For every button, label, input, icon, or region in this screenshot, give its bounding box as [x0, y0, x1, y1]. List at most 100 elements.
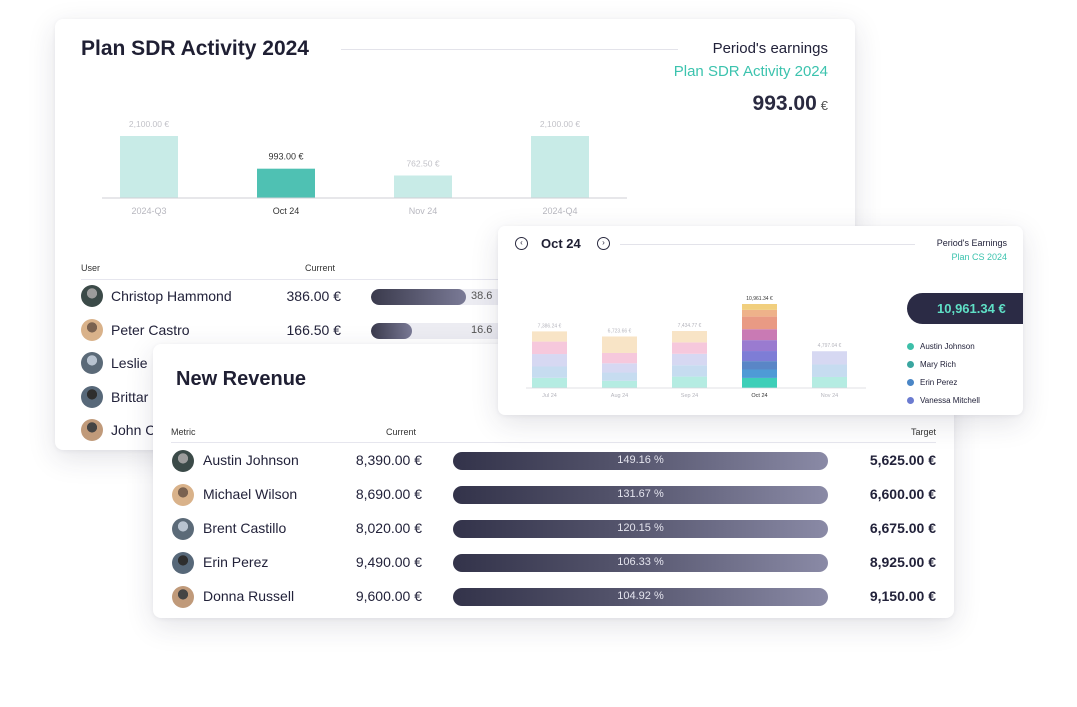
- legend-swatch: [907, 379, 914, 386]
- new-revenue-title: New Revenue: [176, 368, 307, 390]
- stacked-segment: [602, 363, 637, 373]
- attainment-percent: 149.16 %: [617, 454, 664, 466]
- plan-name-link[interactable]: Plan CS 2024: [951, 252, 1007, 262]
- progress-percent: 38.6: [471, 290, 493, 302]
- bar-total-label: 10,961.34 €: [746, 296, 773, 302]
- progress-percent: 16.6: [471, 323, 493, 336]
- attainment-percent: 104.92 %: [617, 590, 664, 602]
- stacked-segment: [812, 351, 847, 365]
- x-tick-label: Nov 24: [409, 206, 438, 216]
- period-amount: 993.00 €: [753, 92, 828, 116]
- attainment-progress-bar: 149.16 %: [453, 452, 828, 470]
- progress-fill: [371, 322, 412, 339]
- x-tick-label: Sep 24: [681, 393, 698, 399]
- revenue-row[interactable]: Austin Johnson 8,390.00 € 5,625.00 € 149.16…: [171, 449, 936, 475]
- user-name: Erin Perez: [203, 554, 269, 570]
- bar-value-label: 2,100.00 €: [129, 119, 169, 129]
- stacked-segment: [602, 380, 637, 388]
- current-value: 8,020.00 €: [355, 520, 422, 536]
- legend-item: Erin Perez: [907, 378, 957, 387]
- revenue-row[interactable]: Erin Perez 9,490.00 € 8,925.00 € 106.33 %: [171, 551, 936, 577]
- stacked-segment: [742, 304, 777, 310]
- x-tick-label: Oct 24: [751, 393, 767, 399]
- user-name: John C: [111, 422, 156, 438]
- user-name: Austin Johnson: [203, 452, 299, 468]
- user-name: Brittar: [111, 388, 149, 405]
- user-progress-bar: 38.6: [371, 289, 511, 305]
- legend-label: Mary Rich: [920, 360, 957, 369]
- bar-total-label: 6,723.66 €: [608, 328, 632, 334]
- stacked-segment: [742, 329, 777, 341]
- user-name: Peter Castro: [111, 321, 190, 338]
- target-value: 6,600.00 €: [869, 486, 936, 502]
- current-value: 9,600.00 €: [355, 588, 422, 604]
- attainment-progress-bar: 104.92 %: [453, 588, 828, 606]
- period-amount-value: 993.00: [752, 92, 817, 115]
- bar-total-label: 4,797.04 €: [818, 343, 842, 349]
- bar-value-label: 762.50 €: [406, 158, 439, 168]
- plan-name-link[interactable]: Plan SDR Activity 2024: [673, 63, 828, 80]
- progress-fill: [371, 289, 467, 305]
- legend-label: Vanessa Mitchell: [920, 396, 980, 405]
- stacked-segment: [742, 377, 777, 388]
- user-name: Michael Wilson: [203, 486, 298, 502]
- legend-label: Erin Perez: [920, 378, 958, 387]
- stacked-segment: [602, 336, 637, 353]
- target-value: 8,925.00 €: [869, 554, 936, 570]
- stacked-segment: [742, 316, 777, 330]
- bar-value-label: 993.00 €: [268, 152, 303, 162]
- stacked-segment: [532, 331, 567, 342]
- stacked-segment: [672, 331, 707, 343]
- cs-stacked-bar-chart: 7,386.24 € Jul 24 6,723.66 € Aug 24 7,434.77…: [526, 296, 866, 399]
- user-avatar: [172, 552, 194, 574]
- stacked-segment: [602, 352, 637, 364]
- table-header-divider: [81, 279, 721, 280]
- user-progress-bar: 16.6: [371, 322, 511, 339]
- current-value: 9,490.00 €: [355, 554, 422, 570]
- user-avatar: [81, 352, 103, 374]
- title-divider: [341, 49, 678, 50]
- attainment-percent: 106.33 %: [617, 556, 664, 568]
- user-avatar: [172, 484, 194, 506]
- revenue-row[interactable]: Donna Russell 9,600.00 € 9,150.00 € 104.92 …: [171, 585, 936, 611]
- user-avatar: [172, 450, 194, 472]
- chevron-left-circle-icon[interactable]: ‹: [515, 237, 528, 250]
- user-name: Christop Hammond: [111, 288, 232, 304]
- user-current-value: 166.50 €: [286, 321, 342, 338]
- user-avatar: [81, 285, 103, 307]
- current-value: 8,390.00 €: [355, 452, 422, 468]
- revenue-row[interactable]: Brent Castillo 8,020.00 € 6,675.00 € 120.15…: [171, 517, 936, 543]
- current-value: 8,690.00 €: [355, 486, 422, 502]
- column-header-current: Current: [305, 263, 336, 273]
- attainment-percent: 120.15 %: [617, 522, 664, 534]
- period-label: Oct 24: [541, 236, 581, 251]
- bar: [531, 136, 589, 198]
- x-tick-label: 2024-Q4: [542, 206, 577, 216]
- bar-total-label: 7,434.77 €: [678, 323, 702, 329]
- x-tick-label: 2024-Q3: [131, 206, 166, 216]
- revenue-row[interactable]: Michael Wilson 8,690.00 € 6,600.00 € 131.67…: [171, 483, 936, 509]
- legend-item: Austin Johnson: [907, 342, 975, 351]
- bar-total-label: 7,386.24 €: [538, 323, 562, 329]
- legend-label: Austin Johnson: [920, 342, 975, 351]
- legend-swatch: [907, 343, 914, 350]
- x-tick-label: Nov 24: [821, 393, 838, 399]
- legend-item: Mary Rich: [907, 360, 956, 369]
- attainment-progress-bar: 131.67 %: [453, 486, 828, 504]
- user-name: Donna Russell: [203, 588, 295, 604]
- stacked-segment: [742, 369, 777, 378]
- total-earnings-pill: 10,961.34 €: [907, 293, 1023, 324]
- sdr-card-title: Plan SDR Activity 2024: [81, 37, 309, 60]
- column-header-target: Target: [910, 427, 936, 437]
- stacked-segment: [672, 353, 707, 366]
- cs-plan-card: ‹ Oct 24 › Period's Earnings Plan CS 202…: [498, 226, 1023, 415]
- target-value: 5,625.00 €: [869, 452, 936, 468]
- attainment-progress-bar: 106.33 %: [453, 554, 828, 572]
- user-avatar: [81, 385, 103, 408]
- user-avatar: [81, 318, 103, 341]
- chevron-right-circle-icon[interactable]: ›: [597, 237, 610, 250]
- header-divider: [620, 244, 915, 245]
- periods-earnings-label: Period's Earnings: [936, 238, 1007, 248]
- stacked-segment: [532, 377, 567, 388]
- user-avatar: [172, 518, 194, 540]
